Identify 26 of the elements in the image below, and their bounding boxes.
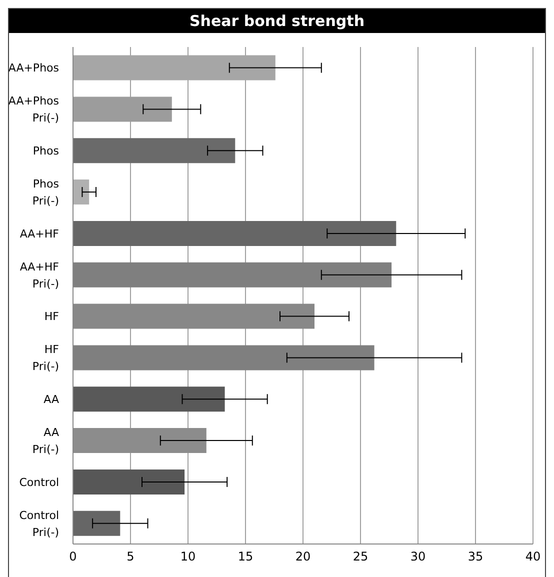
x-tick-label: 0 — [69, 550, 77, 564]
bar — [73, 220, 396, 246]
y-tick-label: HF Pri(-) — [32, 342, 59, 373]
x-tick-label: 20 — [295, 550, 311, 564]
y-tick-label: AA+HF — [20, 226, 59, 240]
x-tick-label: 25 — [352, 550, 368, 564]
y-tick-label: Phos — [32, 144, 60, 158]
bar — [73, 138, 236, 164]
y-tick-label: Control — [19, 475, 59, 488]
x-tick-label: 10 — [180, 550, 196, 564]
y-tick-label: Control Pri(-) — [19, 508, 59, 538]
y-tick-label: Phos Pri(-) — [32, 176, 60, 207]
y-tick-label: AA+HF Pri(-) — [20, 260, 59, 290]
bar — [73, 180, 90, 205]
x-tick-label: 15 — [238, 550, 254, 564]
x-tick-label: 30 — [410, 550, 426, 564]
bar — [73, 469, 185, 494]
x-tick-label: 5 — [126, 550, 134, 564]
y-tick-label: AA Pri(-) — [32, 425, 60, 456]
y-tick-label: AA — [44, 392, 60, 406]
bar — [73, 386, 225, 412]
x-tick-label: 40 — [525, 550, 541, 564]
y-tick-label: HF — [44, 310, 59, 323]
bar — [73, 510, 120, 536]
chart-title: Shear bond strength — [9, 9, 545, 33]
x-tick-label: 35 — [468, 550, 484, 564]
